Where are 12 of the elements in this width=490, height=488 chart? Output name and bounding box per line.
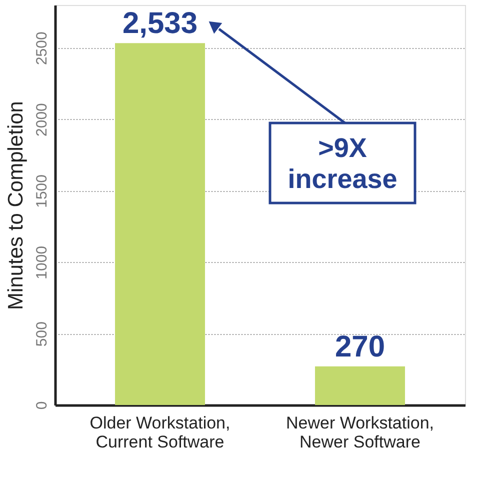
- y-tick-label: 2000: [34, 103, 50, 136]
- x-tick-label: Newer Workstation, Newer Software: [286, 414, 434, 452]
- data-label: 270: [334, 330, 386, 364]
- annotation: >9X increase: [288, 133, 398, 194]
- x-tick-label: Older Workstation, Current Software: [90, 414, 230, 452]
- y-tick-label: 2500: [34, 32, 50, 66]
- y-tick-label: 0: [34, 401, 50, 410]
- y-axis-title: Minutes to Completion: [4, 101, 28, 310]
- y-tick-label: 1000: [34, 246, 50, 280]
- data-label: 2,533: [122, 7, 198, 40]
- y-tick-label: 500: [34, 322, 50, 347]
- y-tick-label: 1500: [34, 174, 50, 208]
